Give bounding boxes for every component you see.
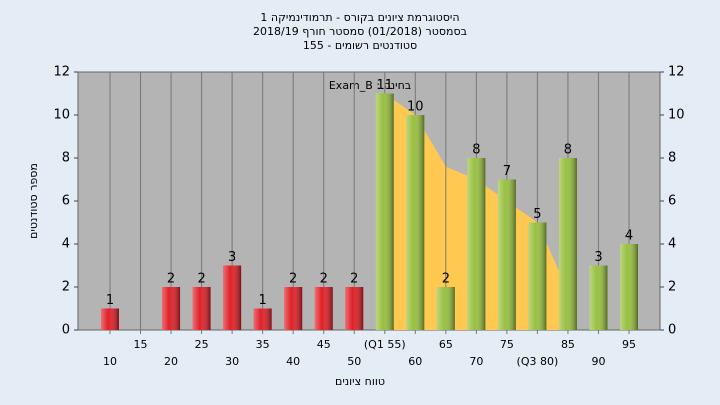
bar-group	[589, 265, 608, 330]
marks	[101, 93, 639, 330]
value-label: 5	[533, 207, 541, 222]
title-line: היסטוגרמת ציונים בקורס - תרמודינמיקה 1	[260, 11, 459, 24]
value-label: 11	[376, 78, 393, 93]
bar-group	[284, 287, 303, 330]
value-label: 3	[228, 250, 236, 265]
y2-tick-label: 6	[668, 194, 676, 209]
bar-shade	[345, 287, 364, 330]
bar-shade	[284, 287, 303, 330]
value-label: 1	[259, 293, 267, 308]
y2-tick-label: 12	[668, 65, 685, 80]
bar-shade	[192, 287, 211, 330]
bar-shade	[406, 115, 425, 330]
value-label: 3	[594, 250, 602, 265]
y2-tick-label: 2	[668, 280, 676, 295]
bar-shade	[223, 265, 242, 330]
y2-tick-label: 10	[668, 108, 685, 123]
bar-group	[558, 158, 577, 330]
x-tick-label: 90	[591, 355, 605, 368]
bar-group	[620, 244, 639, 330]
x-tick-label: 65	[439, 338, 453, 351]
y-tick-label: 8	[62, 151, 70, 166]
x-tick-label: 85	[561, 338, 575, 351]
bar-shade	[162, 287, 181, 330]
bar-shade	[467, 158, 486, 330]
x-tick-label: 60	[408, 355, 422, 368]
x-tick-label: 15	[134, 338, 148, 351]
bar-group	[497, 179, 516, 330]
x-tick-label: 95	[622, 338, 636, 351]
y-tick-label: 12	[53, 65, 70, 80]
bar-group	[528, 222, 547, 330]
x-tick-label: 70	[469, 355, 483, 368]
bar-shade	[620, 244, 639, 330]
x-tick-label: 10	[103, 355, 117, 368]
bar-shade	[314, 287, 333, 330]
value-label: 7	[503, 164, 511, 179]
x-tick-label: 30	[225, 355, 239, 368]
x-axis-title: טווח ציונים	[335, 375, 385, 388]
value-label: 2	[350, 272, 358, 287]
value-label: 1	[106, 293, 114, 308]
bar-group	[192, 287, 211, 330]
x-tick-label: 20	[164, 355, 178, 368]
bar-group	[345, 287, 364, 330]
bar-shade	[589, 265, 608, 330]
bar-shade	[497, 179, 516, 330]
bar-group	[101, 308, 119, 330]
bar-shade	[436, 287, 455, 330]
title-line: בסמסטר (01/2018) סמסטר חורף 2018/19	[253, 25, 467, 38]
x-tick-label: 45	[317, 338, 331, 351]
x-tick-label: 35	[256, 338, 270, 351]
x-tick-label: 50	[347, 355, 361, 368]
y-tick-label: 2	[62, 280, 70, 295]
bar-shade	[558, 158, 577, 330]
value-label: 4	[625, 229, 633, 244]
value-label: 8	[564, 143, 572, 158]
bar-shade	[253, 308, 272, 330]
y2-tick-label: 0	[668, 323, 676, 338]
bar-group	[314, 287, 333, 330]
bar-shade	[101, 308, 119, 330]
bar-group	[253, 308, 272, 330]
x-tick-label: (Q3 80)	[517, 355, 559, 368]
title-line: סטודנטים רשומים - 155	[303, 39, 417, 52]
value-label: 2	[442, 272, 450, 287]
x-tick-label: 40	[286, 355, 300, 368]
bar-group	[162, 287, 181, 330]
y2-tick-label: 8	[668, 151, 676, 166]
y-tick-label: 10	[53, 108, 70, 123]
bar-group	[375, 93, 394, 330]
bar-group	[467, 158, 486, 330]
bar-shade	[528, 222, 547, 330]
x-tick-label: (Q1 55)	[364, 338, 406, 351]
value-label: 2	[197, 272, 205, 287]
y-tick-label: 0	[62, 323, 70, 338]
annotation: בחינה : Exam_B	[329, 79, 411, 92]
value-label: 2	[167, 272, 175, 287]
value-label: 8	[472, 143, 480, 158]
bar-shade	[375, 93, 394, 330]
value-label: 2	[289, 272, 297, 287]
value-label: 2	[320, 272, 328, 287]
value-label: 10	[407, 100, 424, 115]
y-tick-label: 6	[62, 194, 70, 209]
x-tick-label: 25	[195, 338, 209, 351]
x-tick-label: 75	[500, 338, 514, 351]
y2-tick-label: 4	[668, 237, 676, 252]
y-tick-label: 4	[62, 237, 70, 252]
bar-group	[406, 115, 425, 330]
y-axis-title: מספר סטודנטים	[27, 163, 40, 239]
bar-group	[436, 287, 455, 330]
bar-group	[223, 265, 242, 330]
